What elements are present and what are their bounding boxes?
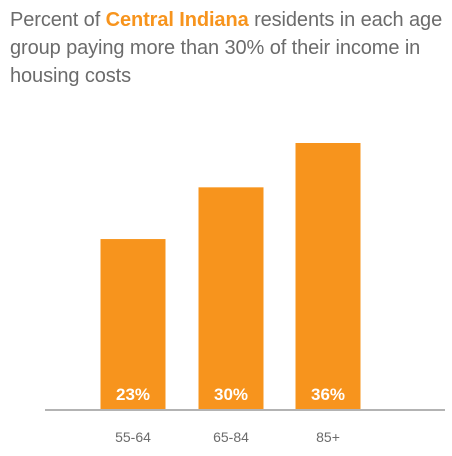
bars-layer: 23% 55-64 30% 65-84 36% 85+ [100,143,361,445]
bar-65-84 [198,187,264,409]
x-tick-label: 55-64 [115,429,151,445]
bar-value-label: 23% [116,385,150,404]
chart-title-prefix: Percent of [10,9,106,31]
chart-title-suffix: residents in each age group paying more … [10,9,443,87]
chart-title-highlight: Central Indiana [105,9,249,31]
chart-title: Percent of Central Indiana residents in … [10,6,446,90]
x-tick-label: 65-84 [213,429,249,445]
bar-55-64 [100,239,166,409]
bar-value-label: 30% [214,385,248,404]
x-tick-label: 85+ [316,429,340,445]
bar-85+ [295,143,361,409]
bar-value-label: 36% [311,385,345,404]
